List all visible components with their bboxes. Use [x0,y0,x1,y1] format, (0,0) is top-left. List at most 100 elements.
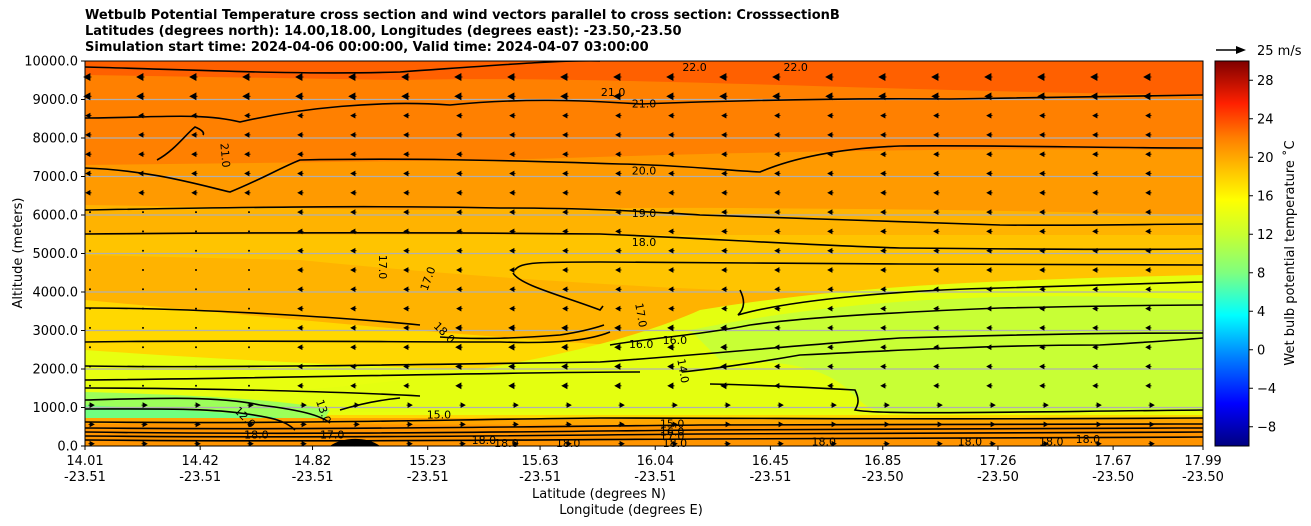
wind-vector [1143,73,1152,81]
wind-vector [883,402,890,408]
wind-vector [88,440,95,447]
wind-vector [244,189,251,196]
wind-vector [89,269,91,271]
y-tick-label: 5000.0 [33,247,79,262]
contour-label: 18.0 [244,428,269,441]
wind-vector [136,92,145,101]
y-axis-label: Altitude (meters) [11,198,26,309]
wind-vector [1092,209,1099,215]
wind-vector [195,269,197,271]
wind-vector [455,324,463,332]
wind-vector [825,92,834,101]
wind-vector [297,247,304,254]
wind-vector [1039,170,1046,177]
wind-vector [350,209,357,215]
wind-vector [562,228,569,235]
wind-vector [936,421,943,428]
wind-vector [195,288,197,291]
wind-vector [403,170,410,177]
wind-vector [142,307,144,310]
contour-label: 18.0 [812,435,837,448]
quiver-key: 25 m/s [1216,44,1302,59]
wind-vector [512,421,519,428]
wind-vector [1092,189,1099,196]
wind-vector [455,343,463,351]
wind-vector [772,73,781,81]
wind-vector [456,286,463,293]
wind-vector [509,267,516,273]
wind-vector [986,344,993,351]
wind-vector [774,286,781,293]
wind-vector [350,228,357,235]
wind-vector [1145,344,1152,351]
wind-vector [189,92,198,101]
wind-vector [561,382,569,390]
contour-label: 18.0 [1039,435,1064,448]
wind-vector [668,132,675,138]
wind-vector [986,170,993,177]
wind-vector [986,228,993,235]
wind-vector [297,267,304,273]
colorbar-tick-label: 16 [1257,189,1274,204]
wind-vector [1145,247,1152,254]
wind-vector [1037,92,1046,101]
wind-vector [509,305,516,312]
x-tick-label-lon: -23.51 [519,470,561,485]
wind-vector [883,440,890,447]
wind-vector [403,247,410,254]
wind-vector [507,73,516,81]
y-tick-label: 1000.0 [33,401,79,416]
wind-vector [772,92,781,101]
wind-vector [774,267,781,273]
wind-vector [508,343,516,351]
wind-vector [403,382,410,389]
wind-vector [618,402,625,408]
wind-vector [986,363,993,370]
wind-vector [827,132,834,138]
wind-vector [933,325,940,331]
contour-label: 21.0 [601,86,626,99]
wind-vector [189,73,198,81]
wind-vector [986,112,993,119]
wind-vector [615,170,622,177]
wind-vector [509,151,516,158]
wind-vector [827,363,834,370]
y-tick-label: 4000.0 [33,286,79,301]
wind-vector [668,151,675,158]
wind-vector [142,230,144,233]
x-tick-label-lat: 14.01 [66,454,103,469]
x-tick-label-lon: -23.51 [749,470,791,485]
wind-vector [455,382,463,390]
wind-vector [880,151,887,158]
wind-vector [618,421,625,428]
wind-vector [562,151,569,158]
wind-vector [615,112,622,119]
wind-vector [509,189,516,196]
colorbar-gradient [1214,60,1250,447]
contour-line [339,397,401,411]
wind-vector [456,209,463,215]
contour-line [85,408,296,431]
wind-vector [933,305,940,312]
contour-line [85,371,641,381]
wind-vector [613,92,622,101]
wind-vector [350,382,357,389]
wind-vector [668,170,675,177]
wind-vector [721,305,728,312]
wind-vector [774,363,781,370]
x-tick-label-lon: -23.50 [862,470,904,485]
x-tick-label-lon: -23.50 [1182,470,1224,485]
wind-vector [89,346,91,349]
wind-vector [1092,305,1099,312]
wind-vector [138,189,145,196]
wind-vector [1039,247,1046,254]
wind-vector [247,440,254,447]
contour-label: 16.0 [629,338,654,351]
wind-vector [880,325,887,331]
wind-vector [827,247,834,254]
wind-vector [142,384,144,387]
contour-line [85,423,1203,430]
wind-vector [459,440,466,447]
wind-vector [986,305,993,312]
wind-vector [774,209,781,215]
